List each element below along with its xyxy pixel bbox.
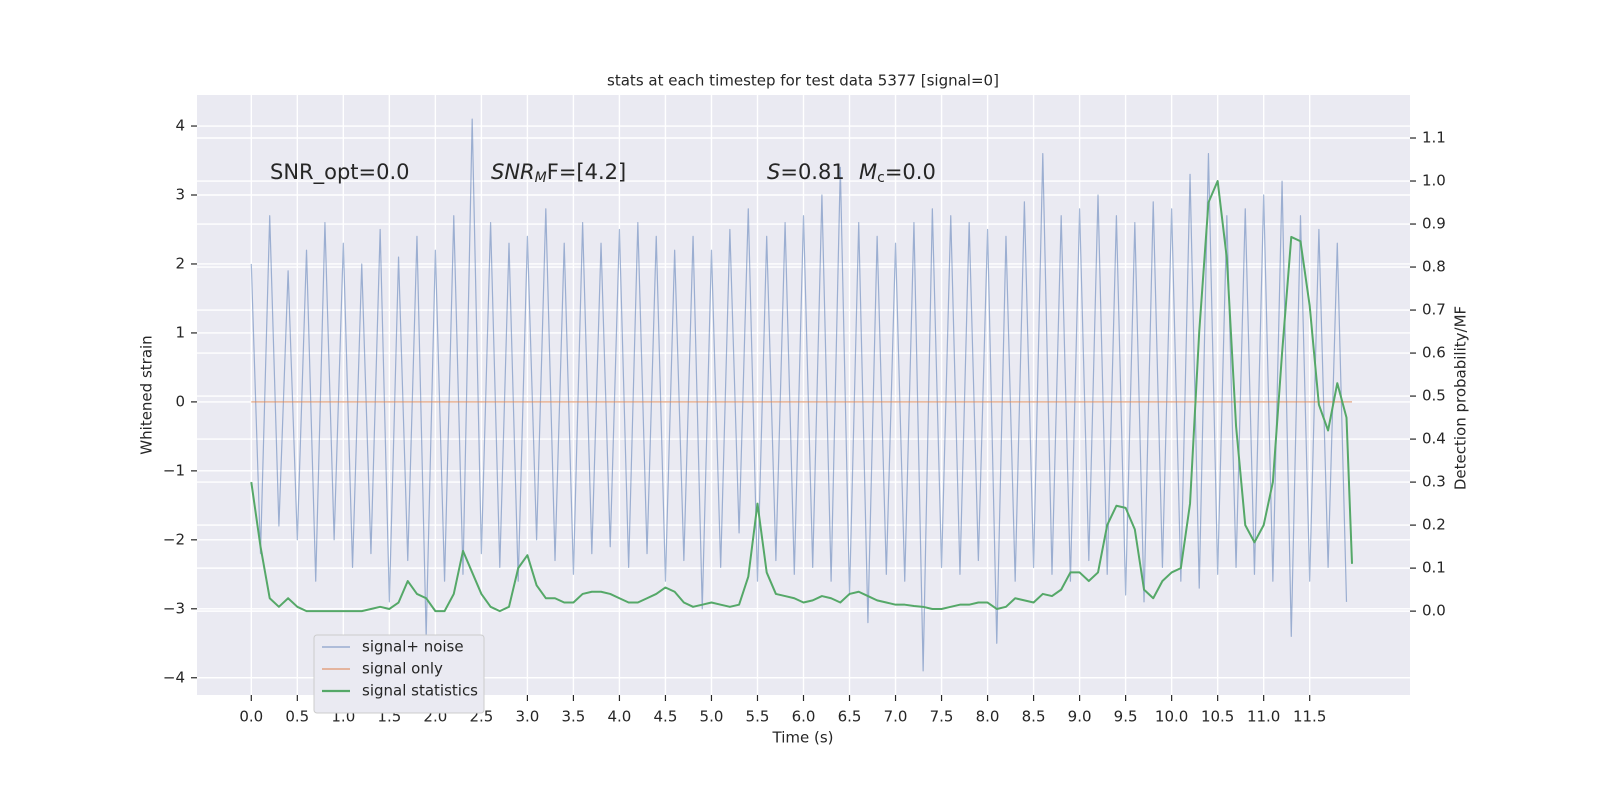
- x-tick-label: 3.0: [515, 708, 539, 726]
- y-tick-label: −4: [163, 668, 185, 686]
- y2-tick-label: 1.1: [1422, 129, 1446, 147]
- y-tick-label: 4: [175, 117, 185, 135]
- x-tick-label: 6.0: [792, 708, 816, 726]
- y2-tick-label: 0.8: [1422, 258, 1446, 276]
- annotation: S=0.81: [767, 160, 845, 184]
- x-tick-label: 3.5: [561, 708, 585, 726]
- annotation: SNRMF=[4.2]: [491, 160, 626, 186]
- x-tick-label: 11.0: [1247, 708, 1280, 726]
- y2-tick-label: 0.5: [1422, 387, 1446, 405]
- x-tick-label: 5.5: [746, 708, 770, 726]
- series-line: [250, 118, 1348, 672]
- annotation: SNR_opt=0.0: [270, 160, 410, 185]
- y-tick-label: 2: [175, 254, 185, 272]
- annotation-part: M: [535, 170, 547, 186]
- x-tick-label: 9.0: [1068, 708, 1092, 726]
- annotation-part: SNR: [491, 160, 535, 184]
- x-tick-label: 0.0: [239, 708, 263, 726]
- x-tick-label: 4.5: [654, 708, 678, 726]
- y-tick-label: 0: [175, 392, 185, 410]
- y-tick-label: 1: [175, 323, 185, 341]
- y2-tick-label: 0.7: [1422, 301, 1446, 319]
- x-tick-label: 8.0: [976, 708, 1000, 726]
- y-axis-label: Whitened strain: [138, 335, 156, 454]
- legend-label: signal only: [362, 660, 443, 678]
- x-tick-label: 0.5: [285, 708, 309, 726]
- x-tick-label: 11.5: [1293, 708, 1326, 726]
- x-tick-label: 10.5: [1201, 708, 1234, 726]
- x-tick-label: 10.0: [1155, 708, 1188, 726]
- y2-tick-label: 1.0: [1422, 172, 1446, 190]
- annotation-part: S: [767, 160, 780, 184]
- y2-tick-label: 0.0: [1422, 602, 1446, 620]
- legend-label: signal+ noise: [362, 638, 464, 656]
- y2-tick-label: 0.6: [1422, 344, 1446, 362]
- annotation-part: F=[4.2]: [547, 160, 626, 184]
- y-tick-label: 3: [175, 186, 185, 204]
- annotation: Mc=0.0: [859, 160, 936, 186]
- legend-box: [313, 634, 485, 714]
- y2-tick-label: 0.4: [1422, 430, 1446, 448]
- y-tick-label: −1: [163, 461, 185, 479]
- annotation-part: =0.81: [780, 160, 844, 184]
- annotation-part: =0.0: [885, 160, 936, 184]
- x-tick-label: 7.5: [930, 708, 954, 726]
- legend-label: signal statistics: [362, 682, 478, 700]
- annotation-part: c: [877, 170, 885, 186]
- chart-title: stats at each timestep for test data 537…: [607, 72, 999, 90]
- y-tick-label: −3: [163, 599, 185, 617]
- x-axis-label: Time (s): [772, 729, 834, 747]
- x-tick-label: 6.5: [838, 708, 862, 726]
- annotation-part: SNR_opt=0.0: [270, 160, 410, 185]
- x-tick-label: 4.0: [608, 708, 632, 726]
- series-line: [250, 180, 1354, 613]
- y2-axis-label: Detection probability/MF: [1452, 306, 1470, 490]
- x-tick-label: 7.0: [884, 708, 908, 726]
- x-tick-label: 9.5: [1114, 708, 1138, 726]
- y2-tick-label: 0.3: [1422, 473, 1446, 491]
- x-tick-label: 8.5: [1022, 708, 1046, 726]
- y2-tick-label: 0.1: [1422, 559, 1446, 577]
- annotation-part: M: [859, 160, 877, 184]
- y2-tick-label: 0.2: [1422, 516, 1446, 534]
- y-tick-label: −2: [163, 530, 185, 548]
- x-tick-label: 5.0: [700, 708, 724, 726]
- y2-tick-label: 0.9: [1422, 215, 1446, 233]
